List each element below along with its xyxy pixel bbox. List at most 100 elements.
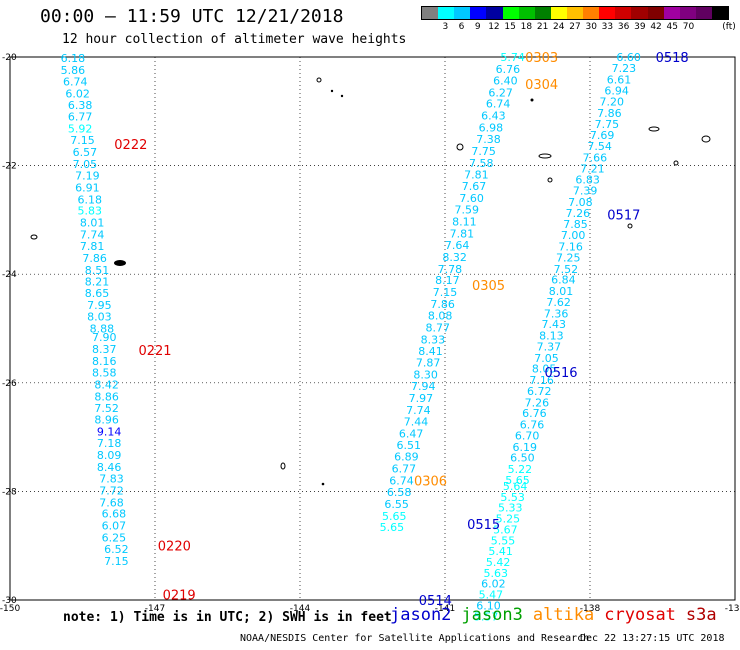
wave-height-value: 6.27 [488, 86, 513, 99]
wave-height-value: 5.64 [503, 480, 528, 493]
color-scale-label: 30 [585, 22, 597, 32]
wave-height-value: 6.55 [384, 498, 409, 511]
color-scale-label: 70 [682, 22, 695, 32]
wave-height-value: 7.38 [476, 133, 501, 146]
map-title: 00:00 – 11:59 UTC 12/21/2018 [40, 6, 344, 27]
color-scale-label: 33 [601, 22, 614, 32]
legend-s3a: s3a [685, 605, 717, 625]
wave-height-value: 6.72 [527, 385, 552, 398]
wave-height-value: 6.18 [78, 193, 103, 206]
wave-height-value: 7.85 [563, 218, 588, 231]
color-scale-label: 45 [666, 22, 678, 32]
island [456, 143, 464, 151]
wave-height-value: 6.74 [389, 475, 414, 488]
pass-time-label: 0222 [114, 138, 147, 153]
wave-height-value: 5.47 [479, 589, 504, 602]
wave-height-value: 6.10 [476, 599, 501, 612]
wave-height-value: 8.16 [92, 355, 117, 368]
pass-time-label: 0219 [163, 589, 196, 604]
wave-height-value: 6.94 [604, 85, 629, 98]
wave-height-value: 7.66 [583, 151, 608, 164]
wave-height-value: 8.01 [80, 217, 105, 230]
wave-height-value: 8.21 [85, 275, 110, 288]
island [627, 223, 633, 229]
latitude-tick-label: -28 [2, 487, 17, 497]
wave-height-value: 8.01 [549, 285, 574, 298]
color-scale-label: 15 [504, 22, 516, 32]
latitude-tick-label: -26 [2, 379, 17, 389]
pass-time-label: 0514 [419, 594, 452, 609]
wave-height-value: 6.52 [104, 543, 129, 556]
wave-height-value: 7.72 [99, 484, 124, 497]
wave-height-value: 8.08 [428, 309, 453, 322]
color-scale-label: 24 [553, 22, 565, 32]
wave-height-value: 6.51 [397, 439, 422, 452]
color-swatch [470, 7, 487, 19]
wave-height-value: 5.55 [491, 534, 516, 547]
wave-height-value: 6.98 [479, 122, 504, 135]
footer-timestamp: Dec 22 13:27:15 UTC 2018 [580, 633, 725, 644]
color-scale-label: 18 [520, 22, 533, 32]
island [321, 482, 325, 486]
wave-height-value: 8.58 [92, 366, 117, 379]
wave-height-value: 5.74 [500, 51, 525, 64]
color-scale-label: 12 [488, 22, 500, 32]
wave-height-value: 7.60 [459, 192, 484, 205]
island [280, 462, 286, 470]
wave-height-value: 5.57 [474, 610, 499, 623]
wave-height-value: 8.03 [87, 311, 112, 324]
wave-height-value: 5.42 [486, 556, 511, 569]
wave-height-value: 6.40 [493, 74, 518, 87]
wave-height-value: 6.57 [73, 146, 98, 159]
color-swatch [631, 7, 648, 19]
longitude-tick-label: -147 [145, 604, 165, 614]
color-swatch [647, 7, 664, 19]
wave-height-value: 7.37 [537, 340, 562, 353]
island [530, 98, 534, 102]
pass-time-label: 0303 [525, 51, 558, 66]
latitude-tick-label: -20 [2, 53, 17, 63]
wave-height-value: 7.81 [450, 227, 475, 240]
wave-height-value: 6.61 [607, 73, 632, 86]
islands [30, 77, 711, 486]
wave-height-value: 8.88 [90, 323, 115, 336]
wave-height-value: 7.52 [94, 402, 119, 415]
wave-height-value: 8.65 [85, 287, 110, 300]
wave-height-value: 7.87 [416, 357, 441, 370]
wave-height-value: 7.05 [73, 158, 98, 171]
wave-height-value: 5.33 [498, 502, 523, 515]
wave-height-value: 6.50 [510, 452, 535, 465]
island [547, 177, 553, 183]
wave-height-value: 7.54 [587, 140, 612, 153]
pass-time-label: 0515 [467, 518, 500, 533]
wave-height-value: 7.86 [597, 107, 622, 120]
pass-time-label: 0516 [544, 366, 577, 381]
color-scale-label: 3 [442, 22, 449, 32]
island [673, 160, 679, 166]
pass-time-label: 0305 [472, 279, 505, 294]
wave-height-value: 8.17 [435, 274, 460, 287]
wave-height-value: 7.59 [455, 204, 480, 217]
legend-jason2: jason2 [390, 605, 452, 625]
color-swatch [695, 7, 712, 19]
wave-height-value: 8.41 [418, 345, 443, 358]
wave-height-value: 8.09 [97, 449, 122, 462]
wave-height-value: 8.13 [539, 330, 564, 343]
wave-height-value: 6.77 [68, 111, 93, 124]
wave-height-value: 7.64 [445, 239, 470, 252]
wave-height-value: 5.86 [61, 64, 86, 77]
wave-height-value: 7.44 [404, 415, 429, 428]
wave-height-value: 7.75 [471, 145, 496, 158]
wave-height-value: 7.15 [433, 286, 458, 299]
map-subtitle: 12 hour collection of altimeter wave hei… [62, 32, 407, 47]
wave-height-value: 8.37 [92, 343, 117, 356]
wave-height-value: 5.65 [382, 510, 407, 523]
wave-height-value: 6.83 [575, 174, 600, 187]
wave-height-value: 7.05 [534, 352, 559, 365]
color-scale-label: 42 [650, 22, 662, 32]
footer-credit: NOAA/NESDIS Center for Satellite Applica… [240, 633, 590, 644]
island [340, 94, 344, 98]
color-swatch [679, 7, 696, 19]
note-text: note: 1) Time is in UTC; 2) SWH is in fe… [63, 610, 392, 625]
longitude-tick-label: -144 [290, 604, 311, 614]
